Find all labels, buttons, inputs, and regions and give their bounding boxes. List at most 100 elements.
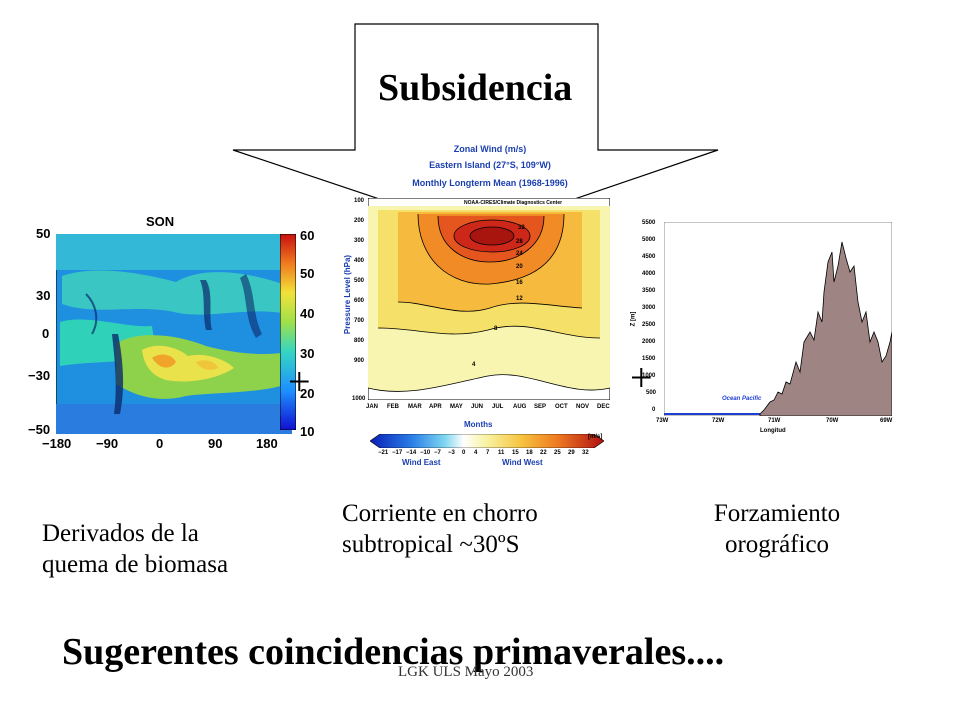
wind-colorbar-tick: 15 <box>512 450 519 456</box>
wind-month-tick: OCT <box>555 404 568 410</box>
wind-contour-label: 8 <box>494 326 498 332</box>
zonal-wind-figure: Zonal Wind (m/s) Eastern Island (27°S, 1… <box>340 140 620 470</box>
plus-sign: + <box>630 355 653 400</box>
map-colorbar <box>280 234 296 430</box>
plus-sign: + <box>288 359 311 404</box>
wind-contour-label: 16 <box>516 280 523 286</box>
map-colorbar-tick: 60 <box>300 228 315 243</box>
wind-colorbar-tick: 4 <box>474 450 478 456</box>
terrain-x-tick: 70W <box>826 418 839 424</box>
wind-xlabel: Months <box>464 420 493 429</box>
map-x-tick: 180 <box>256 436 278 451</box>
wind-colorbar-tick: 32 <box>582 450 589 456</box>
caption-jet-stream: Corriente en chorro subtropical ~30ºS <box>342 498 538 560</box>
wind-colorbar-tick: 11 <box>498 450 505 456</box>
wind-month-tick: APR <box>429 404 442 410</box>
map-colorbar-tick: 20 <box>300 386 315 401</box>
map-x-tick: −180 <box>42 436 72 451</box>
wind-credit: NOAA-CIRES/Climate Diagnostics Center <box>464 200 563 206</box>
terrain-x-tick: 69W <box>880 418 893 424</box>
wind-month-tick: MAY <box>450 404 463 410</box>
terrain-ocean-label: Ocean Pacific <box>722 396 762 402</box>
wind-contour-label: 28 <box>516 239 523 245</box>
wind-y-tick: 900 <box>354 358 365 364</box>
map-colorbar-tick: 50 <box>300 266 315 281</box>
wind-y-tick: 300 <box>354 238 365 244</box>
map-x-tick: 0 <box>156 436 164 451</box>
wind-title-line1: Zonal Wind (m/s) <box>453 144 527 154</box>
wind-colorbar-west-label: Wind West <box>502 458 543 467</box>
terrain-profile <box>664 222 892 416</box>
wind-contour-label: 32 <box>518 225 525 231</box>
terrain-y-tick: 3500 <box>642 288 656 294</box>
bottom-heading: Sugerentes coincidencias primaverales...… <box>62 631 725 673</box>
wind-colorbar <box>370 434 604 448</box>
terrain-y-tick: 4500 <box>642 254 656 260</box>
map-y-tick: 30 <box>36 288 51 303</box>
wind-colorbar-tick: −7 <box>434 450 441 456</box>
terrain-x-tick: 73W <box>656 418 669 424</box>
slide-title: Subsidencia <box>378 67 573 109</box>
wind-colorbar-tick: 29 <box>568 450 575 456</box>
map-colorbar-tick: 10 <box>300 424 315 439</box>
map-colorbar-tick: 30 <box>300 346 315 361</box>
terrain-y-tick: 5500 <box>642 220 656 226</box>
terrain-y-tick: 2500 <box>642 322 656 328</box>
wind-month-tick: JAN <box>366 404 379 410</box>
wind-month-tick: AUG <box>513 404 527 410</box>
map-y-tick: 0 <box>42 326 50 341</box>
wind-contour-label: 4 <box>472 362 476 368</box>
wind-y-tick: 600 <box>354 298 365 304</box>
wind-colorbar-tick: 18 <box>526 450 533 456</box>
caption-jet-line2: subtropical ~30ºS <box>342 531 520 558</box>
wind-y-tick: 700 <box>354 318 365 324</box>
wind-colorbar-tick: 22 <box>540 450 547 456</box>
wind-y-tick: 800 <box>354 338 365 344</box>
wind-colorbar-tick: −10 <box>420 450 431 456</box>
wind-contour-label: 20 <box>516 264 523 270</box>
map-y-tick: −50 <box>28 422 51 437</box>
wind-month-tick: MAR <box>408 404 422 410</box>
wind-colorbar-tick: 25 <box>554 450 561 456</box>
biomass-map <box>56 234 292 434</box>
caption-biomass-line1: Derivados de la <box>42 520 199 547</box>
map-y-tick: 50 <box>36 226 51 241</box>
zonal-wind-contour <box>368 198 610 400</box>
caption-orographic: Forzamiento orográfico <box>682 498 872 560</box>
caption-biomass-line2: quema de biomasa <box>42 551 229 578</box>
wind-colorbar-tick: −14 <box>406 450 417 456</box>
terrain-y-tick: 3000 <box>642 305 656 311</box>
wind-contour-label: 24 <box>516 251 523 257</box>
terrain-x-tick: 71W <box>768 418 781 424</box>
footer-text: LGK ULS Mayo 2003 <box>398 664 534 680</box>
caption-oro-line2: orográfico <box>724 531 830 558</box>
map-x-tick: 90 <box>208 436 223 451</box>
wind-month-tick: NOV <box>576 404 590 410</box>
wind-ylabel: Pressure Level (hPa) <box>343 254 353 335</box>
wind-month-tick: DEC <box>597 404 610 410</box>
caption-jet-line1: Corriente en chorro <box>342 500 538 527</box>
wind-month-tick: JUN <box>471 404 484 410</box>
wind-y-tick: 100 <box>354 198 365 204</box>
biomass-map-figure: SON 50 30 0 −30 −50 −180 −90 0 90 180 <box>26 212 326 452</box>
terrain-xlabel: Longitud <box>760 428 786 434</box>
terrain-y-tick: 5000 <box>642 237 656 243</box>
terrain-profile-figure: Ocean Pacific Z [m] 5500 5000 4500 4000 … <box>630 216 900 446</box>
wind-y-tick: 200 <box>354 218 365 224</box>
wind-colorbar-east-label: Wind East <box>402 458 441 467</box>
terrain-y-tick: 4000 <box>642 271 656 277</box>
terrain-y-tick: 1500 <box>642 356 656 362</box>
wind-contour-label: 12 <box>516 296 523 302</box>
wind-colorbar-tick: 0 <box>462 450 466 456</box>
wind-y-tick: 1000 <box>352 396 366 402</box>
map-title: SON <box>146 214 175 229</box>
map-x-tick: −90 <box>96 436 119 451</box>
wind-month-tick: JUL <box>492 404 504 410</box>
wind-colorbar-tick: 7 <box>486 450 490 456</box>
terrain-y-tick: 1000 <box>642 373 656 379</box>
map-y-tick: −30 <box>28 368 51 383</box>
caption-oro-line1: Forzamiento <box>713 500 841 527</box>
wind-y-tick: 400 <box>354 258 365 264</box>
terrain-y-tick: 2000 <box>642 339 656 345</box>
